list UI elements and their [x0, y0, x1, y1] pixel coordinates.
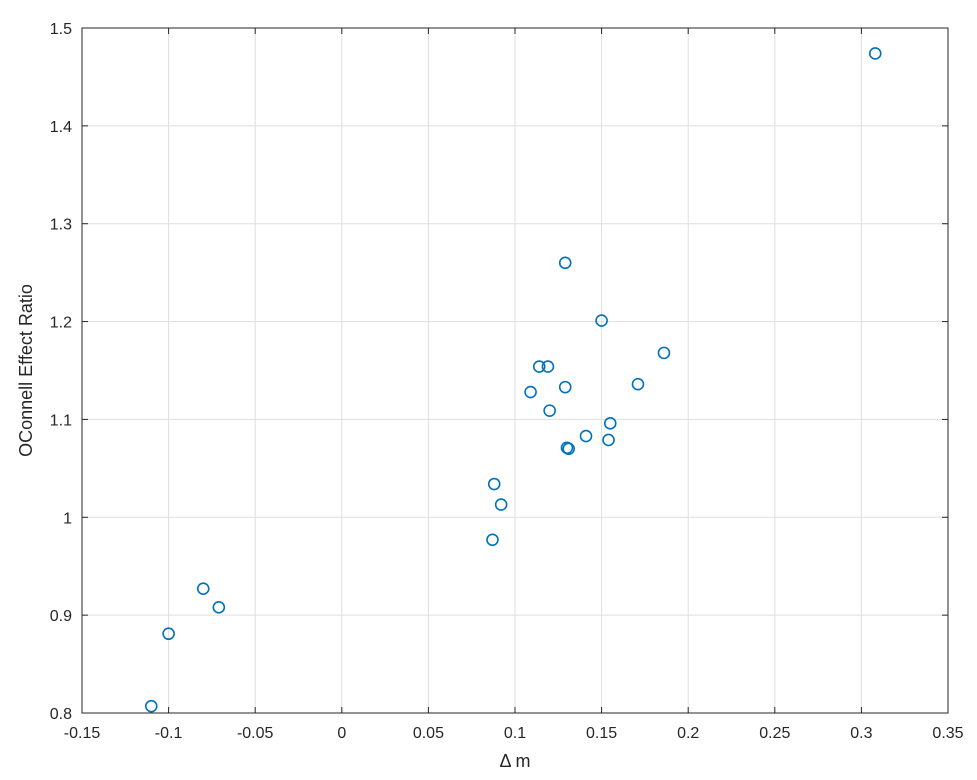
x-tick-label: 0.35	[932, 725, 963, 742]
data-points	[144, 47, 882, 713]
data-point	[562, 442, 575, 456]
data-point	[524, 385, 537, 399]
tick-labels: -0.15 -0.1 -0.05 0 0.05 0.1 0.15 0.2 0.25 0.3 0.35…	[50, 21, 964, 742]
y-axis-label: OConnell Effect Ratio	[16, 284, 36, 457]
data-point	[543, 404, 556, 417]
data-point	[595, 314, 608, 327]
data-point	[494, 498, 508, 511]
data-point	[631, 377, 645, 391]
x-tick-label: 0	[337, 725, 346, 742]
data-point	[868, 47, 882, 60]
data-point	[603, 417, 617, 430]
x-tick-label: 0.2	[677, 725, 699, 742]
data-point	[212, 601, 226, 614]
data-point	[162, 627, 175, 641]
y-tick-label: 1.1	[50, 412, 72, 429]
y-tick-label: 1.5	[50, 21, 72, 38]
x-tick-label: 0.25	[759, 725, 790, 742]
axes	[81, 27, 949, 714]
data-point	[486, 533, 499, 547]
y-tick-label: 1	[63, 510, 72, 527]
data-point	[602, 433, 615, 447]
x-axis-label: Δ m	[499, 751, 530, 771]
data-point	[579, 429, 593, 443]
data-point	[541, 360, 555, 373]
x-tick-label: 0.05	[413, 725, 444, 742]
x-tick-label: -0.05	[237, 725, 274, 742]
x-tick-label: -0.15	[64, 725, 101, 742]
y-tick-label: 1.3	[50, 217, 72, 234]
y-tick-label: 0.8	[50, 706, 72, 723]
data-point	[558, 256, 572, 270]
plot-frame	[81, 27, 949, 714]
x-tick-label: 0.15	[586, 725, 617, 742]
data-point	[657, 346, 671, 360]
data-point	[196, 582, 210, 596]
data-point	[532, 360, 546, 373]
y-tick-label: 1.4	[50, 119, 72, 136]
y-tick-label: 1.2	[50, 315, 72, 332]
data-point	[487, 477, 501, 491]
grid	[81, 27, 949, 714]
data-point	[144, 699, 158, 713]
y-tick-label: 0.9	[50, 608, 72, 625]
x-tick-label: 0.1	[504, 725, 526, 742]
x-tick-label: -0.1	[155, 725, 183, 742]
x-tick-label: 0.3	[850, 725, 872, 742]
data-point	[558, 380, 572, 394]
